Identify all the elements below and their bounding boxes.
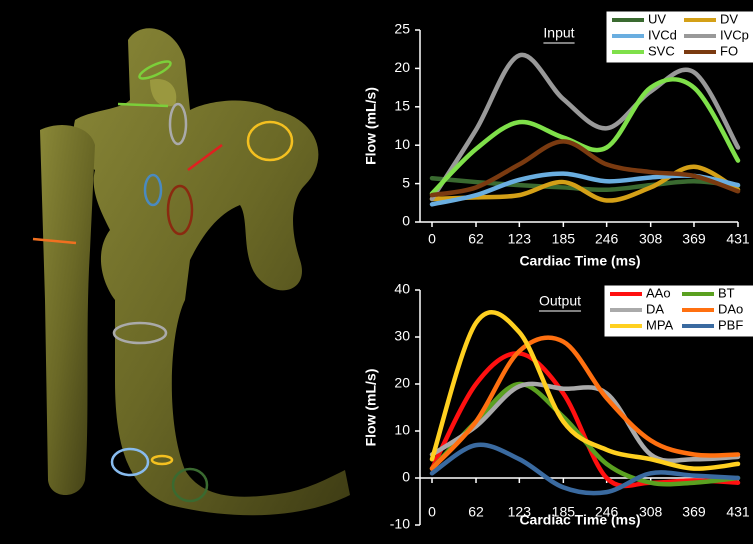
y-tick-label: 10 [394,422,410,438]
ring [171,467,209,503]
y-tick-label: 5 [402,174,410,190]
series-line [429,52,741,202]
vessel-body [73,28,351,516]
x-tick-label: 246 [595,231,619,247]
series-line [429,77,741,196]
y-tick-label: 0 [402,213,410,229]
x-tick-label: 62 [468,231,484,247]
x-tick-label: 308 [639,231,663,247]
legend-label: DA [646,301,664,316]
legend-label: UV [648,11,666,26]
vessel-left [40,125,95,495]
legend-label: FO [720,43,738,58]
legend-label: BT [718,285,735,300]
vessel-highlight [150,79,177,107]
x-tick-label: 431 [726,504,750,520]
ring [150,454,174,466]
anatomy-render [40,28,351,516]
probe-rings [32,60,294,503]
ring [143,173,163,207]
series-line [429,442,741,496]
x-axis-label: Cardiac Time (ms) [519,253,640,269]
ring [168,102,188,146]
x-tick-label: 0 [428,231,436,247]
y-tick-label: 25 [394,21,410,37]
y-axis-label: Flow (mL/s) [363,369,379,447]
x-tick-label: 185 [552,231,576,247]
x-tick-label: 0 [428,504,436,520]
series-line [429,139,741,198]
ring [112,321,168,345]
legend-label: SVC [648,43,675,58]
ring [138,60,172,80]
y-tick-label: -10 [390,516,410,532]
legend-label: IVCp [720,27,749,42]
ring [166,184,194,236]
legend-label: MPA [646,317,674,332]
series-line [429,335,741,471]
series-line [429,310,741,471]
x-tick-label: 123 [508,231,532,247]
x-tick-label: 123 [508,504,532,520]
ring [117,102,169,108]
legend-label: PBF [718,317,743,332]
y-tick-label: 0 [402,469,410,485]
chart-title: Output [539,293,581,309]
x-tick-label: 308 [639,504,663,520]
y-tick-label: 10 [394,136,410,152]
legend-label: IVCd [648,27,677,42]
series-line [429,381,741,464]
ring [32,237,77,245]
y-tick-label: 15 [394,98,410,114]
legend-label: AAo [646,285,671,300]
series-line [429,351,741,489]
x-tick-label: 369 [682,504,706,520]
legend-label: DAo [718,301,743,316]
x-tick-label: 62 [468,504,484,520]
y-tick-label: 30 [394,328,410,344]
x-tick-label: 185 [552,504,576,520]
legend-label: DV [720,11,738,26]
x-tick-label: 431 [726,231,750,247]
ring [246,120,294,162]
x-tick-label: 369 [682,231,706,247]
ring [110,447,150,477]
y-tick-label: 20 [394,375,410,391]
series-line [429,164,741,203]
y-tick-label: 20 [394,59,410,75]
y-axis-label: Flow (mL/s) [363,87,379,165]
chart-title: Input [543,25,574,41]
y-tick-label: 40 [394,281,410,297]
ring [187,143,223,172]
x-tick-label: 246 [595,504,619,520]
x-axis-label: Cardiac Time (ms) [519,512,640,528]
